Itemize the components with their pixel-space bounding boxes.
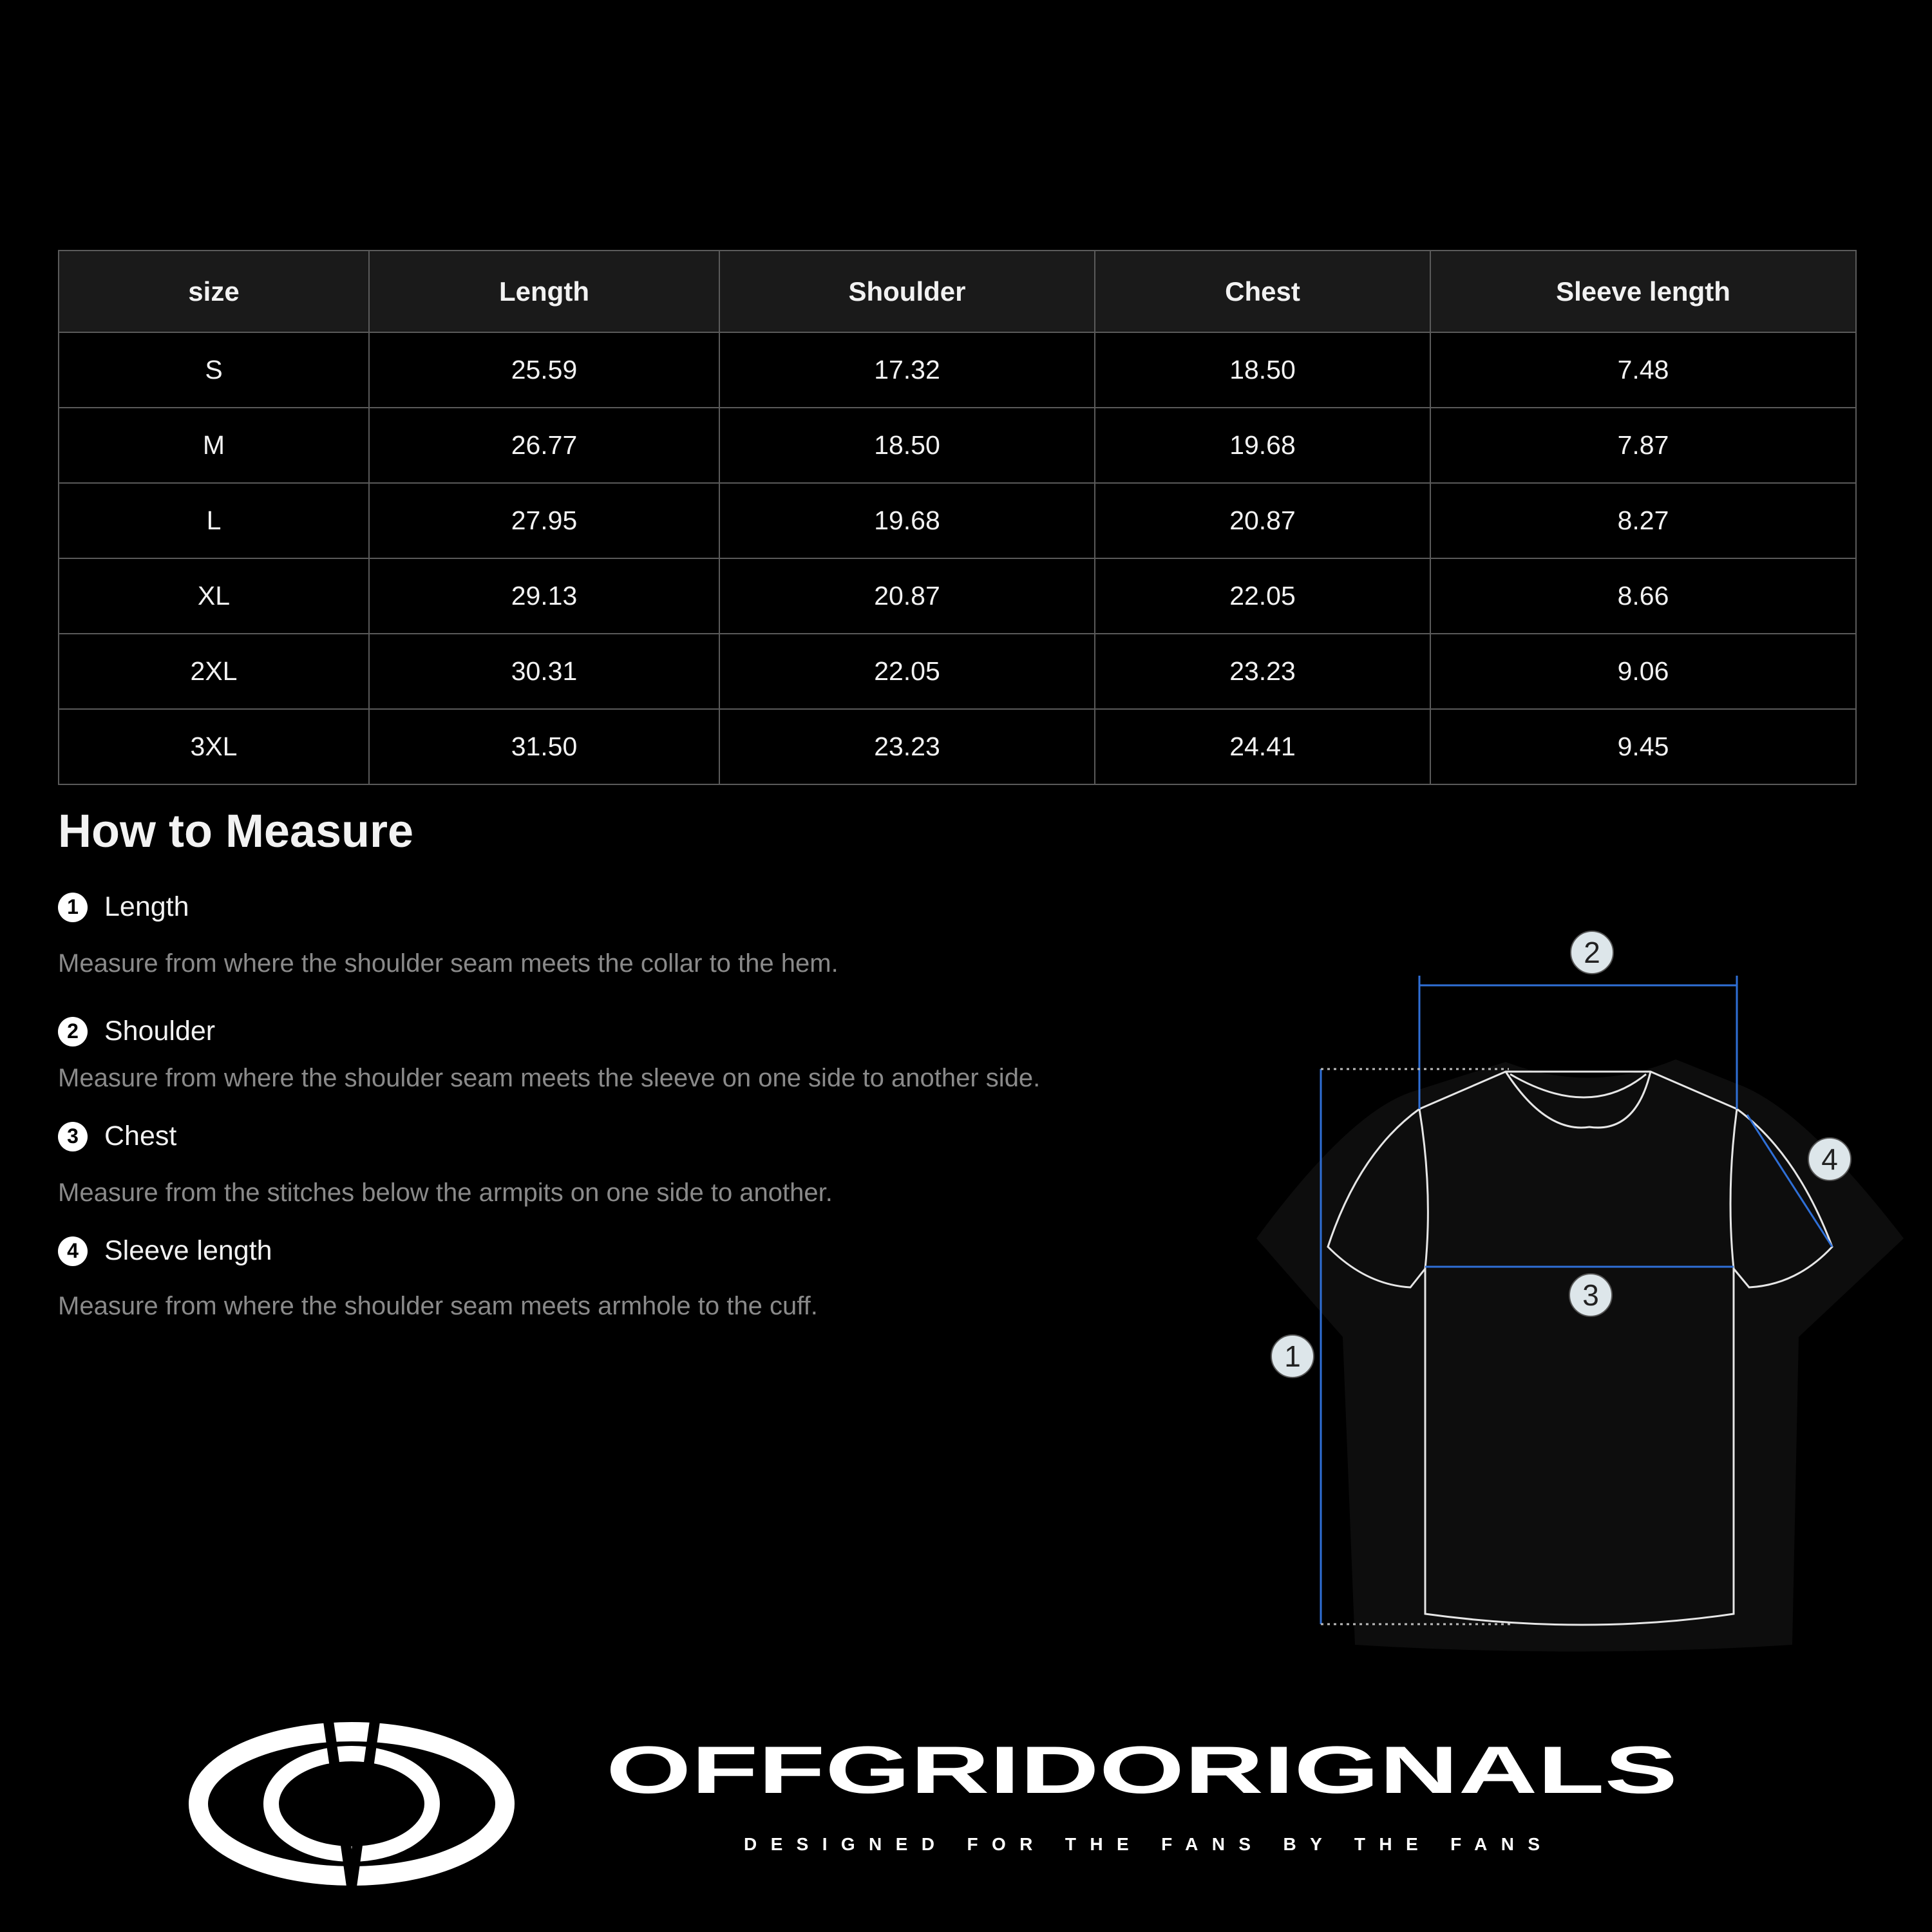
svg-text:2: 2 [1584,936,1600,969]
table-cell: 25.59 [368,332,720,408]
svg-text:4: 4 [1821,1142,1838,1176]
table-cell: 30.31 [368,633,720,710]
table-cell: 8.66 [1430,558,1857,634]
measure-description: Measure from the stitches below the armp… [58,1179,833,1207]
tshirt-silhouette [1256,1059,1904,1652]
table-cell: 20.87 [1094,482,1431,559]
table-cell: 23.23 [1094,633,1431,710]
tshirt-outline [1327,1070,1833,1626]
how-to-measure-title: How to Measure [58,806,414,857]
measure-label: Chest [104,1121,177,1151]
table-cell: 7.48 [1430,332,1857,408]
marker-2: 2 [1570,931,1614,974]
table-row: L 27.95 19.68 20.87 8.27 [58,482,1857,559]
measure-description: Measure from where the shoulder seam mee… [58,1292,818,1320]
measure-item-shoulder: 2 Shoulder [58,1016,215,1047]
measure-item-length: 1 Length [58,891,189,923]
table-cell: 18.50 [719,407,1095,484]
header-shoulder: Shoulder [719,250,1095,333]
header-size: size [58,250,370,333]
table-cell: 7.87 [1430,407,1857,484]
svg-text:1: 1 [1284,1340,1301,1373]
table-cell: 9.06 [1430,633,1857,710]
brand-logo [189,1713,515,1897]
table-cell: 29.13 [368,558,720,634]
table-cell: XL [58,558,370,634]
measure-item-sleeve-length: 4 Sleeve length [58,1235,272,1267]
marker-4: 4 [1808,1137,1852,1181]
table-cell: 18.50 [1094,332,1431,408]
brand-tagline: DESIGNED FOR THE FANS BY THE FANS [744,1834,1540,1854]
table-cell: 17.32 [719,332,1095,408]
measure-label: Length [104,891,189,922]
table-cell: 8.27 [1430,482,1857,559]
table-cell: 2XL [58,633,370,710]
table-header-row: size Length Shoulder Chest Sleeve length [58,250,1857,333]
number-badge-icon: 3 [58,1121,88,1151]
measurement-lines [1320,976,1833,1624]
number-badge-icon: 4 [58,1236,88,1266]
table-cell: S [58,332,370,408]
table-cell: 9.45 [1430,708,1857,785]
table-cell: L [58,482,370,559]
table-cell: 24.41 [1094,708,1431,785]
table-cell: 23.23 [719,708,1095,785]
table-cell: 31.50 [368,708,720,785]
table-cell: 27.95 [368,482,720,559]
table-row: 2XL 30.31 22.05 23.23 9.06 [58,633,1857,710]
table-cell: M [58,407,370,484]
table-cell: 19.68 [719,482,1095,559]
length-guides [1321,1068,1513,1625]
table-cell: 19.68 [1094,407,1431,484]
measure-description: Measure from where the shoulder seam mee… [58,1064,1041,1092]
header-sleeve-length: Sleeve length [1430,250,1857,333]
svg-text:3: 3 [1582,1278,1599,1312]
table-cell: 22.05 [1094,558,1431,634]
marker-1: 1 [1271,1334,1314,1378]
size-chart-table: size Length Shoulder Chest Sleeve length… [58,250,1857,785]
table-row: 3XL 31.50 23.23 24.41 9.45 [58,708,1857,785]
marker-3: 3 [1569,1273,1613,1317]
table-row: S 25.59 17.32 18.50 7.48 [58,332,1857,408]
number-badge-icon: 1 [58,892,88,922]
table-row: XL 29.13 20.87 22.05 8.66 [58,558,1857,634]
measure-description: Measure from where the shoulder seam mee… [58,949,838,978]
table-cell: 26.77 [368,407,720,484]
header-chest: Chest [1094,250,1431,333]
measure-item-chest: 3 Chest [58,1121,176,1152]
measure-label: Sleeve length [104,1235,272,1266]
table-row: M 26.77 18.50 19.68 7.87 [58,407,1857,484]
table-cell: 22.05 [719,633,1095,710]
measure-label: Shoulder [104,1016,216,1046]
table-cell: 3XL [58,708,370,785]
table-cell: 20.87 [719,558,1095,634]
brand-name: OFFGRIDORIGNALS [606,1733,1678,1808]
header-length: Length [368,250,720,333]
number-badge-icon: 2 [58,1016,88,1046]
